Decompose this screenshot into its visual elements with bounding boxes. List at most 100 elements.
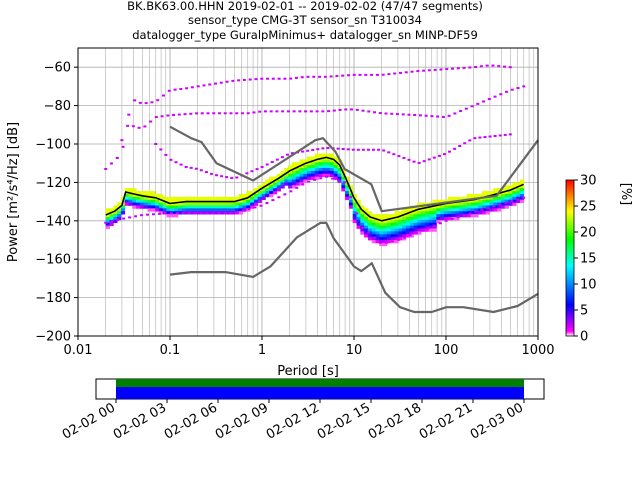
percentile-mark <box>439 68 443 71</box>
psd-cell <box>238 208 243 212</box>
psd-cell <box>398 216 403 221</box>
psd-cell <box>329 173 335 178</box>
percentile-mark <box>131 125 135 128</box>
percentile-mark <box>504 201 508 204</box>
percentile-mark <box>263 110 267 113</box>
psd-cell <box>462 211 468 215</box>
percentile-mark <box>453 147 457 150</box>
psd-cell <box>443 214 449 218</box>
psd-cell <box>417 202 422 206</box>
psd-cell <box>519 199 525 203</box>
psd-cell <box>196 208 202 212</box>
percentile-mark <box>265 202 269 205</box>
y-tick-label: −60 <box>44 61 71 76</box>
psd-cell <box>428 219 433 224</box>
percentile-mark <box>337 179 341 182</box>
psd-cell <box>143 199 148 203</box>
percentile-mark <box>436 115 440 118</box>
percentile-mark <box>395 113 399 116</box>
y-tick-label: −200 <box>35 330 71 345</box>
psd-cell <box>436 199 441 203</box>
percentile-mark <box>177 113 181 116</box>
psd-cell <box>333 156 338 160</box>
psd-cell <box>504 188 509 192</box>
psd-cell <box>147 202 152 206</box>
percentile-mark <box>250 170 254 173</box>
psd-cell <box>478 211 483 215</box>
psd-cell <box>379 237 384 241</box>
psd-cell <box>383 214 388 218</box>
percentile-mark <box>414 232 418 235</box>
psd-cell <box>386 234 392 238</box>
psd-cell <box>307 173 312 178</box>
psd-cell <box>219 205 224 209</box>
psd-cell <box>497 199 502 203</box>
psd-cell <box>113 214 118 218</box>
percentile-mark <box>110 220 114 223</box>
psd-cell <box>352 216 357 221</box>
psd-cell <box>516 199 521 203</box>
psd-cell <box>364 234 369 238</box>
title-line-1: BK.BK63.00.HHN 2019-02-01 -- 2019-02-02 … <box>127 0 483 13</box>
percentile-mark <box>196 85 200 88</box>
y-axis-ticks: −60 −80 −100 −120 −140 −160 −180 −200 <box>35 61 78 345</box>
psd-cell <box>455 196 460 201</box>
percentile-mark <box>508 66 512 69</box>
psd-cell <box>322 153 327 157</box>
psd-cell <box>432 214 437 218</box>
psd-cell <box>371 234 376 238</box>
psd-cell <box>394 228 399 232</box>
percentile-mark <box>508 133 512 136</box>
psd-cell <box>257 199 262 203</box>
percentile-mark <box>473 137 477 140</box>
psd-cell <box>177 199 183 203</box>
psd-cell <box>307 159 312 163</box>
psd-cell <box>371 237 376 241</box>
percentile-mark <box>346 74 350 77</box>
psd-cell <box>462 202 468 206</box>
psd-cell <box>227 208 232 212</box>
colorbar-tick-label: 25 <box>580 200 597 215</box>
psd-cell <box>212 205 217 209</box>
percentile-mark <box>315 110 319 113</box>
percentile-mark <box>432 156 436 159</box>
psd-cell <box>193 205 198 209</box>
psd-cell <box>155 202 160 206</box>
psd-cell <box>208 211 213 215</box>
colorbar-tick-label: 30 <box>580 174 597 189</box>
percentile-mark <box>311 148 315 151</box>
psd-cell <box>158 202 164 206</box>
psd-cell <box>288 179 293 183</box>
psd-cell <box>120 208 126 212</box>
psd-cell <box>489 205 494 209</box>
psd-cell <box>360 211 365 215</box>
psd-cell <box>215 208 221 212</box>
percentile-mark <box>372 236 376 239</box>
psd-cell <box>143 202 148 206</box>
percentile-mark <box>206 112 210 115</box>
psd-cell <box>158 199 164 203</box>
psd-cell <box>303 176 308 180</box>
psd-cell <box>455 208 460 212</box>
psd-cell <box>318 165 323 169</box>
psd-cell <box>386 228 392 232</box>
psd-cell <box>375 237 380 241</box>
psd-cell <box>443 208 449 212</box>
psd-cell <box>398 219 403 224</box>
psd-cell <box>227 202 232 206</box>
psd-cell <box>132 205 137 209</box>
psd-cell <box>299 165 304 169</box>
psd-cell <box>428 208 433 212</box>
psd-cell <box>360 228 365 232</box>
percentile-mark <box>183 113 187 116</box>
psd-cell <box>318 153 323 157</box>
psd-cell <box>151 199 156 203</box>
psd-cell <box>371 219 376 224</box>
psd-cell <box>132 188 137 192</box>
percentile-mark <box>462 66 466 69</box>
percentile-mark <box>235 176 239 179</box>
psd-cell <box>174 202 179 206</box>
psd-cell <box>474 214 479 218</box>
psd-cell <box>117 208 122 212</box>
